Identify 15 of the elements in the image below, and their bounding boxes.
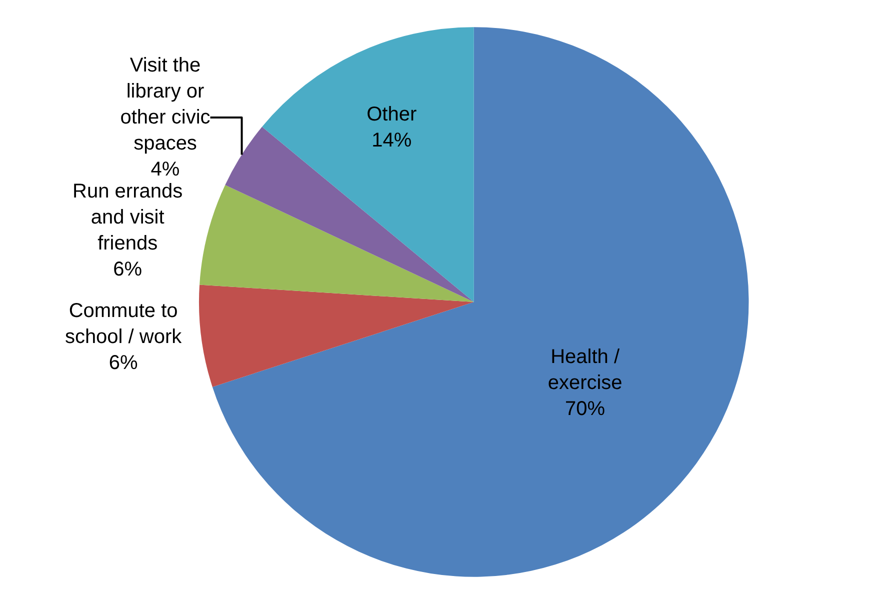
slice-label: Visit the library or other civic spaces — [120, 54, 210, 155]
data-label: 6% — [113, 258, 142, 281]
data-label: 14% — [372, 130, 412, 152]
pie-slice — [212, 27, 749, 577]
slice-label: Commute to school / work — [64, 300, 183, 348]
slice-label: Other — [366, 104, 417, 126]
slice-label: Run errands and visit friends — [72, 180, 183, 255]
pie-slice — [225, 126, 474, 302]
data-label: 4% — [150, 158, 180, 181]
pie-slice — [262, 27, 474, 302]
pie-slice — [200, 184, 474, 302]
data-label: 6% — [108, 352, 138, 374]
slice-label: Health / exercise — [548, 346, 622, 394]
data-label: 70% — [565, 398, 606, 420]
pie-slice — [199, 284, 474, 387]
